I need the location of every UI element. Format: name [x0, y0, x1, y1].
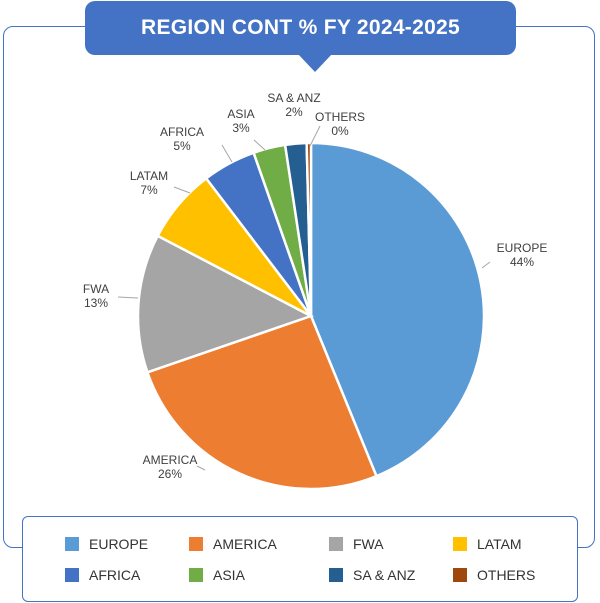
leader-line-europe: [481, 261, 491, 269]
title-pointer: [298, 54, 332, 72]
legend-swatch-latam: [453, 537, 467, 551]
legend: EUROPE AMERICA FWA LATAM AFRICA ASIA SA & ANZ O…: [22, 516, 578, 602]
pie-slice-america: [145, 314, 379, 491]
data-label-name-africa: AFRICA: [160, 125, 204, 139]
data-label-name-sa-anz: SA & ANZ: [267, 91, 320, 105]
pie-slice-fwa: [136, 234, 315, 374]
legend-item-others: OTHERS: [453, 567, 535, 583]
legend-label-fwa: FWA: [353, 536, 384, 552]
legend-swatch-america: [189, 537, 203, 551]
legend-label-sa-anz: SA & ANZ: [353, 567, 416, 583]
data-label-value-sa-anz: 2%: [285, 105, 303, 119]
legend-item-sa-anz: SA & ANZ: [329, 567, 415, 583]
data-label-name-europe: EUROPE: [497, 241, 548, 255]
data-label-value-africa: 5%: [173, 139, 191, 153]
leader-line-fwa: [117, 296, 139, 299]
legend-swatch-europe: [65, 537, 79, 551]
legend-item-europe: EUROPE: [65, 536, 148, 552]
legend-item-fwa: FWA: [329, 536, 384, 552]
chart-title: REGION CONT % FY 2024-2025: [85, 1, 516, 55]
data-label-value-america: 26%: [158, 467, 182, 481]
legend-swatch-others: [453, 568, 467, 582]
legend-swatch-sa-anz: [329, 568, 343, 582]
data-label-value-asia: 3%: [232, 121, 250, 135]
legend-swatch-fwa: [329, 537, 343, 551]
leader-line-africa: [221, 144, 233, 163]
leader-line-others: [309, 125, 321, 147]
legend-swatch-africa: [65, 568, 79, 582]
data-label-name-latam: LATAM: [130, 169, 168, 183]
legend-item-africa: AFRICA: [65, 567, 140, 583]
legend-label-africa: AFRICA: [89, 567, 141, 583]
data-label-value-europe: 44%: [510, 255, 534, 269]
pie-slice-europe: [309, 141, 486, 478]
legend-swatch-asia: [189, 568, 203, 582]
legend-label-latam: LATAM: [477, 536, 522, 552]
leader-line-latam: [173, 186, 191, 194]
legend-label-america: AMERICA: [213, 536, 277, 552]
legend-item-asia: ASIA: [189, 567, 245, 583]
data-label-name-asia: ASIA: [227, 107, 254, 121]
data-label-value-others: 0%: [331, 124, 349, 138]
leader-line-america: [196, 465, 206, 471]
legend-label-others: OTHERS: [477, 567, 536, 583]
legend-label-europe: EUROPE: [89, 536, 149, 552]
legend-item-latam: LATAM: [453, 536, 522, 552]
legend-label-asia: ASIA: [213, 567, 245, 583]
legend-item-america: AMERICA: [189, 536, 277, 552]
data-label-name-america: AMERICA: [143, 453, 198, 467]
leader-line-asia: [253, 139, 266, 151]
data-label-value-latam: 7%: [140, 183, 158, 197]
data-label-value-fwa: 13%: [84, 296, 108, 310]
data-label-name-others: OTHERS: [315, 110, 365, 124]
data-label-name-fwa: FWA: [83, 282, 109, 296]
